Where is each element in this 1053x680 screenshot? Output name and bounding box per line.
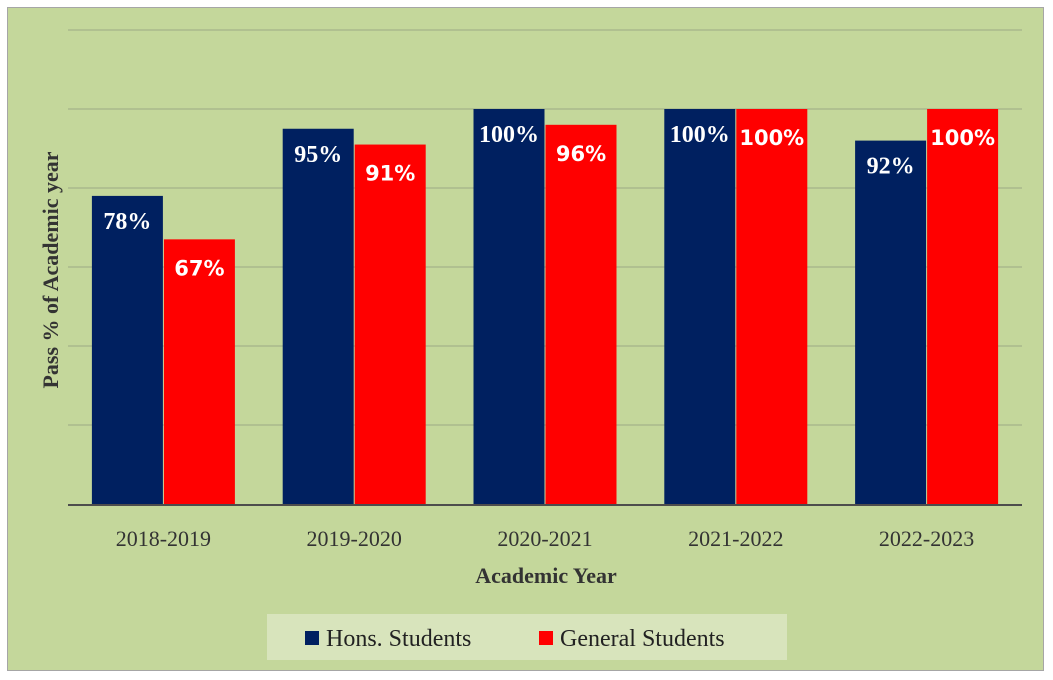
legend-swatch-hons [305,631,319,645]
bar [545,124,617,505]
legend-box [267,614,787,660]
data-label: 78% [103,209,151,235]
legend-label-hons: Hons. Students [326,626,471,652]
x-tick-label: 2021-2022 [688,526,783,551]
data-label: 67% [174,256,224,280]
bar-chart: 78% 67% 95% 91% 100% 96% 100% 100% 92% 100% 2018-… [8,8,1043,670]
bars: 78% 67% 95% 91% 100% 96% 100% 100% 92% 100% [91,109,999,505]
legend: Hons. Students General Students [267,614,787,660]
legend-label-general: General Students [560,626,725,652]
legend-swatch-general [539,631,553,645]
bar [855,140,927,504]
data-label: 92% [867,154,915,180]
bar [473,109,545,504]
x-tick-label: 2022-2023 [879,526,974,551]
bar [91,195,163,504]
data-label: 91% [365,162,415,186]
bar [927,109,999,504]
x-axis-title: Academic Year [475,563,617,588]
data-label: 100% [670,122,730,148]
data-label: 96% [556,142,606,166]
data-label: 100% [739,126,804,150]
x-tick-label: 2020-2021 [497,526,592,551]
x-tick-labels: 2018-2019 2019-2020 2020-2021 2021-2022 2022… [116,526,975,551]
bar [282,128,354,504]
data-label: 100% [479,122,539,148]
bar [736,109,808,504]
bar [163,239,235,504]
bar [664,109,736,504]
chart-frame: 78% 67% 95% 91% 100% 96% 100% 100% 92% 100% 2018-… [7,7,1044,671]
x-tick-label: 2018-2019 [116,526,211,551]
data-label: 100% [930,126,995,150]
y-axis-title: Pass % of Academic year [38,151,63,388]
x-tick-label: 2019-2020 [307,526,402,551]
data-label: 95% [294,142,342,168]
bar [354,144,426,505]
